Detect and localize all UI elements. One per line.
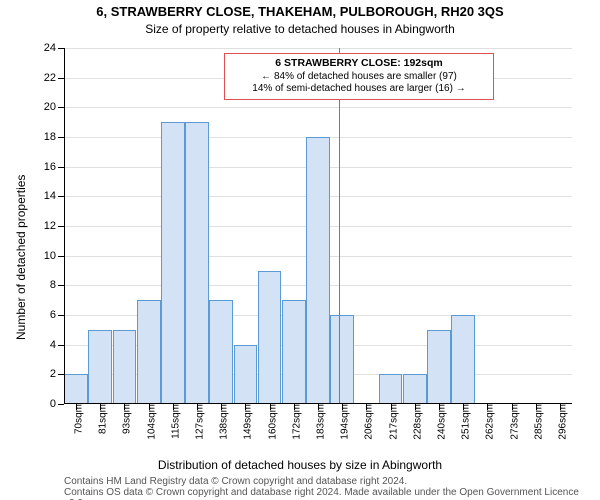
y-tick-label: 2 (50, 368, 64, 380)
x-tick-label: 194sqm (334, 404, 351, 440)
x-axis-line (64, 403, 572, 404)
y-tick-label: 10 (44, 250, 64, 262)
histogram-bar (330, 315, 354, 404)
chart-title-sub: Size of property relative to detached ho… (0, 22, 600, 36)
x-tick-label: 104sqm (140, 404, 157, 440)
footer-note: Contains HM Land Registry data © Crown c… (64, 476, 600, 500)
x-tick-label: 285sqm (527, 404, 544, 440)
x-tick-label: 160sqm (261, 404, 278, 440)
y-tick-label: 0 (50, 398, 64, 410)
x-axis-label: Distribution of detached houses by size … (0, 458, 600, 472)
histogram-bar (113, 330, 137, 404)
plot-area: 02468101214161820222470sqm81sqm93sqm104s… (64, 48, 572, 404)
y-tick-label: 18 (44, 131, 64, 143)
y-tick-label: 22 (44, 72, 64, 84)
x-tick-label: 251sqm (455, 404, 472, 440)
x-tick-label: 81sqm (92, 404, 109, 434)
grid-line (64, 48, 572, 49)
y-tick-label: 6 (50, 309, 64, 321)
x-tick-label: 93sqm (116, 404, 133, 434)
y-tick-label: 16 (44, 161, 64, 173)
chart-title-main: 6, STRAWBERRY CLOSE, THAKEHAM, PULBOROUG… (0, 4, 600, 19)
histogram-bar (379, 374, 403, 404)
annotation-box: 6 STRAWBERRY CLOSE: 192sqm ← 84% of detac… (224, 53, 494, 100)
histogram-bar (185, 122, 209, 404)
x-tick-label: 206sqm (358, 404, 375, 440)
histogram-bar (306, 137, 330, 404)
histogram-bar (88, 330, 112, 404)
x-tick-label: 127sqm (189, 404, 206, 440)
histogram-bar (234, 345, 258, 404)
histogram-bar (137, 300, 161, 404)
x-tick-label: 149sqm (237, 404, 254, 440)
y-tick-label: 8 (50, 279, 64, 291)
x-tick-label: 115sqm (164, 404, 181, 439)
histogram-bar (451, 315, 475, 404)
y-tick-label: 20 (44, 101, 64, 113)
x-tick-label: 183sqm (310, 404, 327, 440)
histogram-bar (161, 122, 185, 404)
histogram-bar (427, 330, 451, 404)
y-tick-label: 14 (44, 190, 64, 202)
x-tick-label: 296sqm (551, 404, 568, 440)
histogram-bar (209, 300, 233, 404)
y-tick-label: 24 (44, 42, 64, 54)
y-tick-label: 12 (44, 220, 64, 232)
grid-line (64, 107, 572, 108)
annotation-title: 6 STRAWBERRY CLOSE: 192sqm (275, 57, 442, 69)
histogram-bar (282, 300, 306, 404)
x-tick-label: 262sqm (479, 404, 496, 440)
annotation-line2: ← 84% of detached houses are smaller (97… (261, 71, 457, 82)
x-tick-label: 228sqm (406, 404, 423, 440)
annotation-line3: 14% of semi-detached houses are larger (… (252, 83, 465, 94)
x-tick-label: 138sqm (213, 404, 230, 440)
histogram-bar (403, 374, 427, 404)
histogram-bar (258, 271, 282, 405)
x-tick-label: 172sqm (285, 404, 302, 440)
y-axis-label: Number of detached properties (14, 175, 28, 340)
chart-container: { "titles": { "main": "6, STRAWBERRY CLO… (0, 0, 600, 500)
y-tick-label: 4 (50, 339, 64, 351)
x-tick-label: 240sqm (430, 404, 447, 440)
x-tick-label: 217sqm (382, 404, 399, 440)
reference-line (339, 48, 340, 404)
histogram-bar (64, 374, 88, 404)
x-tick-label: 273sqm (503, 404, 520, 440)
x-tick-label: 70sqm (68, 404, 85, 434)
y-axis-line (64, 48, 65, 404)
